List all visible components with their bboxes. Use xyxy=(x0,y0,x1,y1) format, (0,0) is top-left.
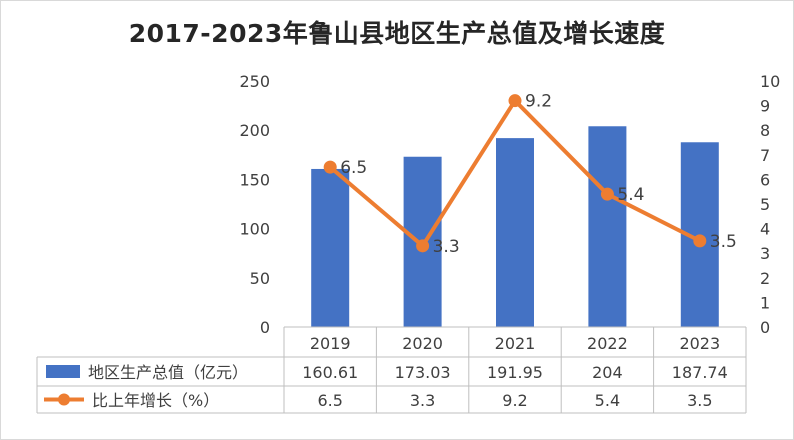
y-right-tick-label: 8 xyxy=(760,121,770,140)
y-left-tick-label: 0 xyxy=(260,318,270,337)
legend-bar-swatch xyxy=(46,365,80,378)
growth-data-label: 3.5 xyxy=(710,232,737,252)
growth-data-label: 6.5 xyxy=(340,158,367,178)
x-tick-label: 2022 xyxy=(587,334,628,353)
bar-2022 xyxy=(588,126,627,327)
table-cell-gdp: 187.74 xyxy=(672,363,728,382)
legend-line-marker xyxy=(58,393,70,406)
table-cell-gdp: 191.95 xyxy=(487,363,543,382)
growth-data-label: 5.4 xyxy=(617,185,644,205)
x-tick-label: 2023 xyxy=(679,334,720,353)
growth-point-2021 xyxy=(508,94,522,108)
growth-point-2019 xyxy=(323,160,337,174)
x-tick-label: 2021 xyxy=(495,334,536,353)
table-cell-gdp: 160.61 xyxy=(302,363,358,382)
y-right-tick-label: 4 xyxy=(760,220,770,239)
legend-line-label: 比上年增长（%） xyxy=(92,391,219,410)
y-right-tick-label: 7 xyxy=(760,146,770,165)
growth-data-label: 9.2 xyxy=(525,92,552,112)
y-right-tick-label: 10 xyxy=(760,72,780,91)
y-right-tick-label: 9 xyxy=(760,97,770,116)
y-left-tick-label: 250 xyxy=(239,72,270,91)
y-right-tick-label: 1 xyxy=(760,293,770,312)
bar-2019 xyxy=(311,168,350,327)
table-cell-growth: 9.2 xyxy=(502,391,527,410)
y-right-tick-label: 0 xyxy=(760,318,770,337)
y-right-tick-label: 3 xyxy=(760,244,770,263)
growth-point-2023 xyxy=(693,234,707,248)
table-cell-growth: 3.5 xyxy=(687,391,712,410)
y-right-tick-label: 2 xyxy=(760,269,770,288)
y-right-tick-label: 5 xyxy=(760,195,770,214)
y-left-tick-label: 150 xyxy=(239,170,270,189)
chart-title: 2017-2023年鲁山县地区生产总值及增长速度 xyxy=(128,19,666,48)
growth-point-2022 xyxy=(600,187,614,201)
bar-2021 xyxy=(496,138,534,327)
table-cell-growth: 3.3 xyxy=(410,391,435,410)
x-tick-label: 2020 xyxy=(402,334,443,353)
table-cell-gdp: 173.03 xyxy=(395,363,451,382)
y-left-tick-label: 200 xyxy=(239,121,270,140)
y-left-tick-label: 50 xyxy=(250,269,270,288)
growth-data-label: 3.3 xyxy=(433,237,460,257)
growth-point-2020 xyxy=(416,239,430,253)
table-cell-growth: 5.4 xyxy=(595,391,620,410)
y-right-tick-label: 6 xyxy=(760,170,770,189)
table-cell-gdp: 204 xyxy=(592,363,623,382)
y-left-tick-label: 100 xyxy=(239,220,270,239)
table-cell-growth: 6.5 xyxy=(317,391,342,410)
legend-bar-label: 地区生产总值（亿元） xyxy=(88,363,248,382)
x-tick-label: 2019 xyxy=(310,334,351,353)
